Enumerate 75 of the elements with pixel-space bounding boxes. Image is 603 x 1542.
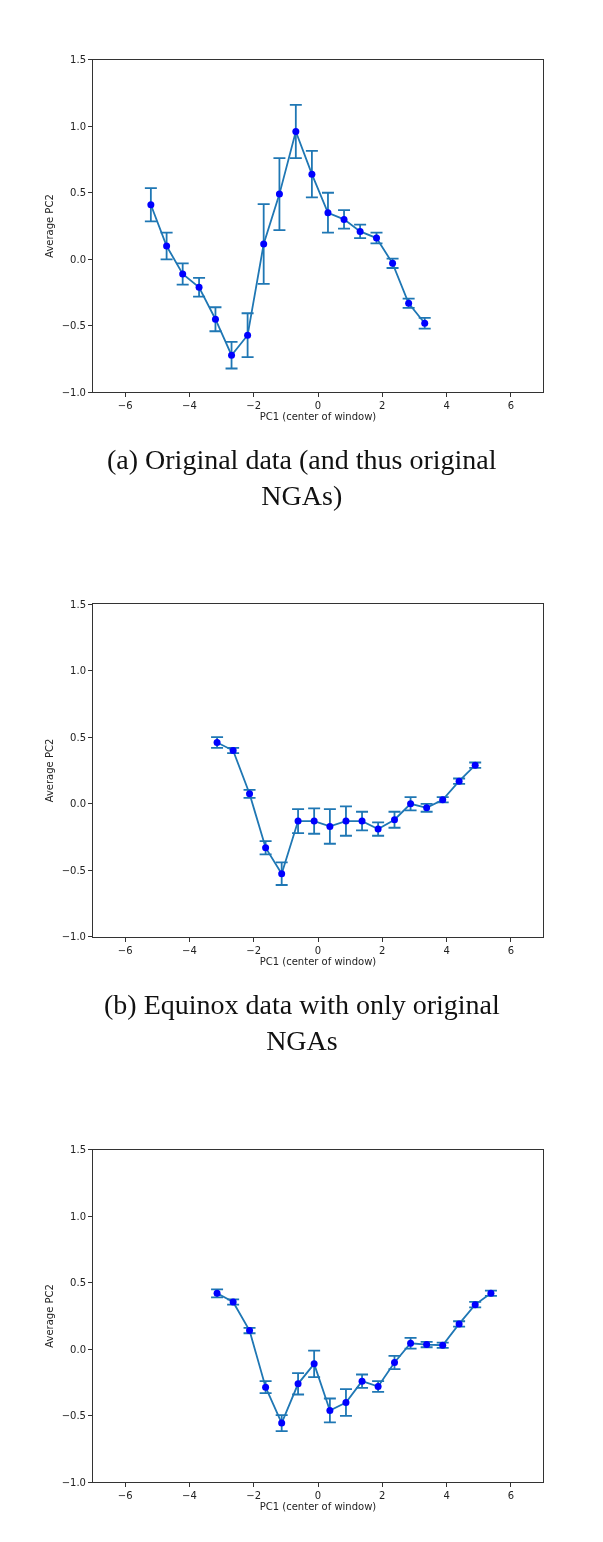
y-tick-label: 0.5	[70, 1277, 86, 1289]
x-tick-label: 2	[379, 1490, 386, 1502]
point	[423, 1341, 431, 1349]
y-tick-label: 0.0	[70, 798, 86, 810]
point	[471, 761, 479, 769]
x-tick-label: 0	[314, 1490, 322, 1502]
point	[439, 796, 447, 804]
x-tick-label: 2	[379, 400, 386, 412]
x-tick-label: −6	[117, 1490, 133, 1502]
x-tick-label: −6	[117, 944, 133, 956]
x-tick-label: 6	[507, 944, 515, 956]
y-tick-label: 1.0	[70, 1210, 86, 1222]
y-axis-title: Average PC2	[43, 738, 55, 803]
point	[324, 209, 332, 217]
y-tick-label: 0.0	[70, 1343, 86, 1355]
y-tick-label: −1.0	[61, 386, 86, 398]
y-tick-label: 1.5	[70, 54, 86, 66]
x-tick-label: 4	[443, 944, 450, 956]
point	[229, 1298, 237, 1306]
x-tick-label: 0	[314, 944, 322, 956]
x-tick-label: −4	[182, 944, 197, 956]
y-tick-label: 1.5	[70, 1144, 86, 1156]
y-tick-label: −1.0	[61, 931, 86, 943]
point	[229, 747, 237, 755]
x-axis-title: PC1 (center of window)	[259, 1501, 377, 1513]
point	[310, 817, 318, 825]
point	[294, 1380, 302, 1388]
point	[310, 1360, 318, 1368]
point	[179, 270, 187, 278]
point	[308, 170, 316, 178]
x-tick-label: 0	[314, 400, 322, 412]
point	[211, 315, 219, 323]
point	[439, 1341, 447, 1349]
y-tick-label: 1.0	[70, 665, 86, 677]
y-tick-label: −0.5	[61, 864, 86, 876]
text: (b) Equinox data with only original NGAs	[104, 989, 501, 1057]
y-tick-label: −0.5	[61, 320, 86, 332]
x-axis-title: PC1 (center of window)	[259, 955, 377, 967]
x-tick-label: −2	[246, 1490, 262, 1502]
text: (a) Original data (and thus original NGAs)	[107, 444, 497, 512]
x-tick-label: 4	[443, 1490, 450, 1502]
y-tick-label: 0.0	[70, 253, 86, 265]
y-axis-title: Average PC2	[43, 194, 55, 258]
x-tick-label: 2	[379, 944, 386, 956]
point	[246, 1327, 254, 1335]
x-tick-label: 4	[443, 400, 450, 412]
x-tick-label: −2	[246, 944, 262, 956]
point	[147, 201, 155, 209]
y-tick-label: −0.5	[61, 1410, 86, 1422]
y-tick-label: 0.5	[70, 731, 86, 743]
y-axis-title: Average PC2	[43, 1284, 55, 1348]
x-tick-label: 6	[507, 400, 515, 412]
point	[228, 351, 236, 359]
point	[163, 242, 171, 250]
y-tick-label: 1.5	[70, 598, 86, 610]
point	[294, 817, 302, 825]
y-tick-label: 0.5	[70, 187, 86, 199]
x-tick-label: −6	[117, 400, 133, 412]
x-tick-label: 6	[507, 1490, 515, 1502]
point	[260, 240, 268, 248]
point	[471, 1301, 479, 1309]
point	[292, 128, 300, 136]
y-tick-label: −1.0	[61, 1476, 86, 1488]
point	[326, 1406, 334, 1414]
point	[275, 190, 283, 198]
point	[278, 870, 286, 878]
x-tick-label: −2	[246, 400, 262, 412]
point	[342, 817, 350, 825]
point	[244, 331, 252, 339]
y-tick-label: 1.0	[70, 120, 86, 132]
point	[342, 1398, 350, 1406]
x-axis-title: PC1 (center of window)	[259, 411, 377, 423]
x-tick-label: −4	[182, 1490, 197, 1502]
x-tick-label: −4	[182, 400, 197, 412]
point	[326, 822, 334, 830]
